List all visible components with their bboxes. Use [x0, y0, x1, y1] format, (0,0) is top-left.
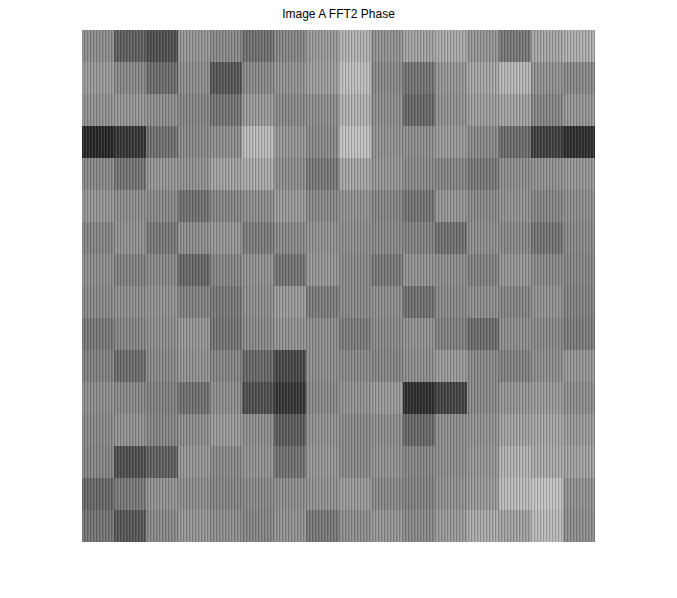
- title: Image A FFT2 Phase: [282, 7, 395, 21]
- figure: Image A FFT2 Phase: [0, 0, 677, 598]
- heatmap-cells: [82, 30, 595, 542]
- texture: [82, 30, 595, 542]
